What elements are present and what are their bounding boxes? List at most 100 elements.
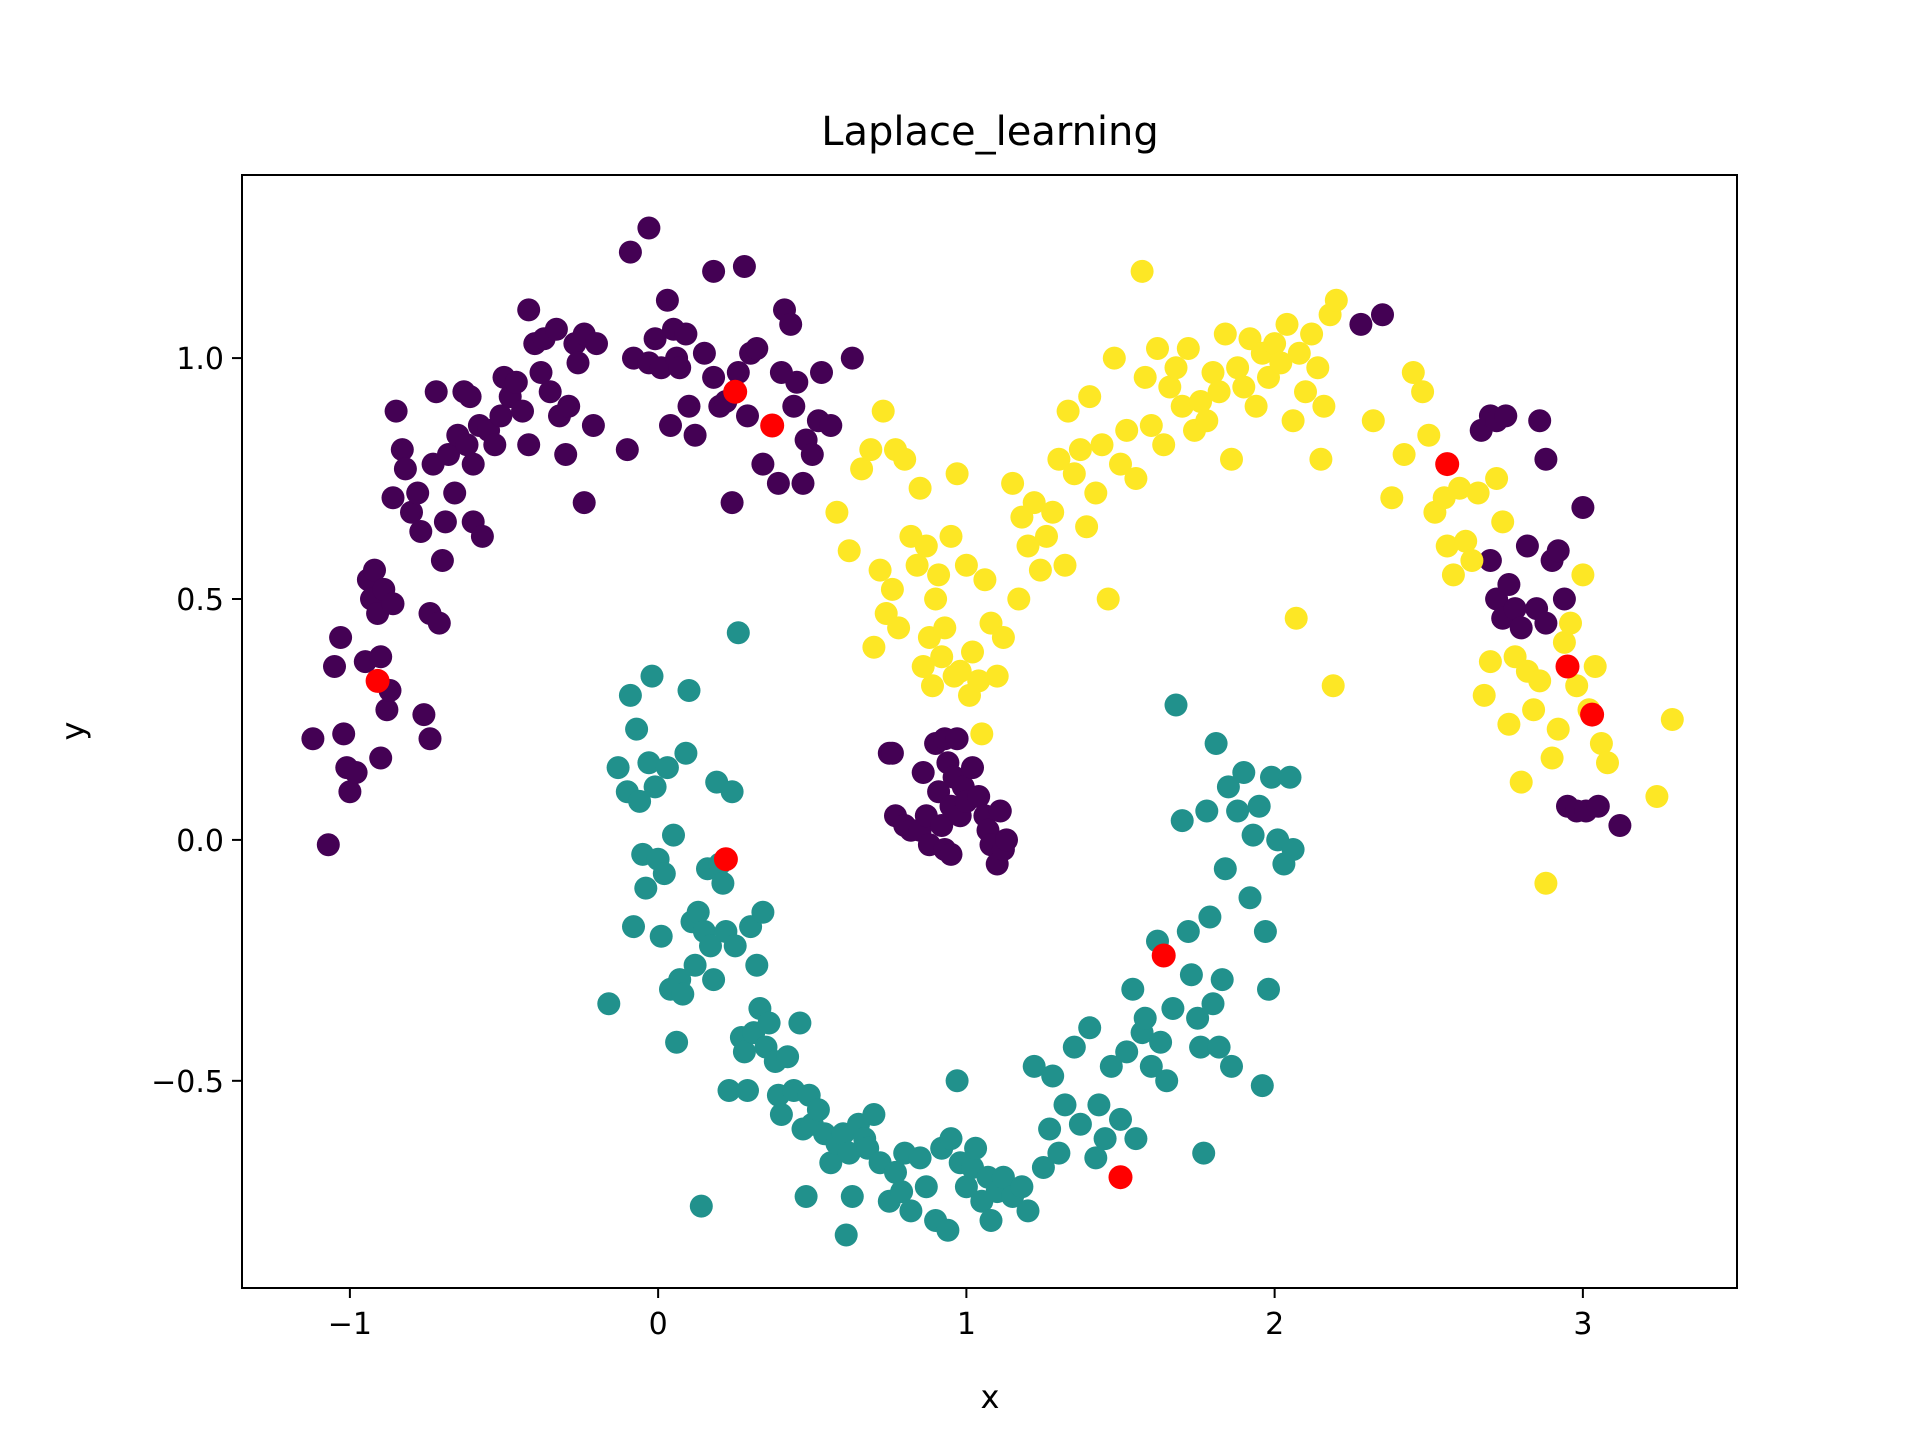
data-point-class-1 xyxy=(1201,992,1225,1016)
data-point-class-1 xyxy=(652,862,676,886)
data-point-class-1 xyxy=(597,992,621,1016)
data-point-class-0 xyxy=(409,520,433,543)
data-point-class-2 xyxy=(1016,534,1040,558)
data-point-class-1 xyxy=(776,1045,800,1069)
data-point-class-2 xyxy=(967,669,991,693)
data-point-class-1 xyxy=(717,1079,741,1102)
data-point-class-2 xyxy=(1392,443,1416,466)
data-point-class-1 xyxy=(665,1030,689,1054)
data-point-class-1 xyxy=(1253,920,1277,943)
data-point-class-0 xyxy=(720,491,744,515)
x-tick-label: 0 xyxy=(649,1307,668,1342)
data-point-class-0 xyxy=(726,361,750,384)
chart-title: Laplace_learning xyxy=(821,109,1159,155)
data-point-class-2 xyxy=(970,722,994,746)
data-point-class-0 xyxy=(702,259,726,283)
data-point-class-2 xyxy=(1096,587,1120,611)
data-point-class-2 xyxy=(1007,587,1031,611)
data-point-class-1 xyxy=(736,1079,759,1102)
data-point-class-2 xyxy=(991,626,1015,649)
data-point-class-2 xyxy=(1220,447,1243,471)
data-point-class-0 xyxy=(1371,303,1394,327)
data-point-class-1 xyxy=(1115,1040,1139,1064)
data-point-class-0 xyxy=(1494,404,1518,428)
data-point-class-1 xyxy=(726,621,750,645)
x-tick-label: 3 xyxy=(1573,1307,1592,1342)
data-point-class-1 xyxy=(1047,1141,1071,1165)
y-axis-ticks: −0.5 0.0 0.5 1.0 xyxy=(151,342,242,1100)
data-point-class-0 xyxy=(791,471,815,495)
data-point-class-2 xyxy=(1571,563,1595,587)
data-point-class-1 xyxy=(1087,1093,1111,1117)
data-point-class-0 xyxy=(1349,312,1373,336)
data-point-class-2 xyxy=(1528,669,1552,693)
data-point-class-0 xyxy=(323,655,346,678)
data-point-class-1 xyxy=(769,1103,793,1126)
data-point-class-2 xyxy=(859,438,883,462)
data-point-class-2 xyxy=(1509,770,1533,794)
data-point-class-1 xyxy=(1084,1146,1108,1170)
data-point-class-1 xyxy=(1189,1035,1213,1059)
data-point-class-1 xyxy=(699,934,722,958)
data-point-class-0 xyxy=(557,394,581,418)
data-point-class-2 xyxy=(1546,717,1570,741)
data-point-class-0 xyxy=(437,443,460,466)
data-point-class-2 xyxy=(1226,356,1250,380)
data-point-class-1 xyxy=(1121,977,1145,1001)
data-point-class-1 xyxy=(954,1175,978,1199)
data-point-class-1 xyxy=(720,780,744,804)
data-point-class-1 xyxy=(711,871,735,895)
data-point-class-0 xyxy=(381,592,405,616)
data-point-class-1 xyxy=(1031,1156,1055,1179)
y-tick-label: −0.5 xyxy=(151,1065,224,1100)
data-point-class-1 xyxy=(1278,765,1302,789)
data-point-class-1 xyxy=(1207,1035,1231,1059)
data-point-class-0 xyxy=(1503,597,1527,621)
plot-frame xyxy=(241,174,1738,1289)
data-point-class-1 xyxy=(628,789,652,813)
data-point-class-1 xyxy=(991,1165,1015,1189)
data-point-class-0 xyxy=(412,703,436,727)
data-point-class-2 xyxy=(1287,341,1311,365)
data-point-class-2 xyxy=(1522,698,1546,722)
data-point-class-1 xyxy=(840,1185,864,1208)
data-point-class-1 xyxy=(637,751,661,775)
data-point-class-0 xyxy=(470,524,494,548)
data-point-class-1 xyxy=(1192,1141,1216,1165)
data-point-class-2 xyxy=(954,553,978,577)
data-point-class-2 xyxy=(1417,423,1441,447)
data-point-class-2 xyxy=(1321,674,1345,698)
data-point-class-0 xyxy=(668,356,692,380)
data-point-class-1 xyxy=(884,1160,907,1184)
data-point-class-1 xyxy=(837,1141,861,1165)
data-point-class-0 xyxy=(458,385,482,409)
data-point-class-2 xyxy=(1565,674,1589,698)
data-point-class-0 xyxy=(406,481,430,505)
data-point-class-0 xyxy=(683,423,707,447)
data-point-class-0 xyxy=(939,842,963,866)
data-point-class-1 xyxy=(1210,968,1234,992)
data-point-class-2 xyxy=(1053,553,1077,577)
labeled-point xyxy=(713,847,738,872)
data-point-class-1 xyxy=(834,1223,858,1247)
data-point-class-2 xyxy=(1380,486,1404,510)
data-point-class-1 xyxy=(634,876,658,900)
data-point-class-2 xyxy=(905,553,929,577)
data-point-class-2 xyxy=(1300,322,1324,346)
x-tick-label: 1 xyxy=(957,1307,976,1342)
data-point-class-1 xyxy=(945,1069,969,1093)
data-point-class-2 xyxy=(837,539,861,563)
data-point-class-0 xyxy=(1546,539,1570,563)
data-point-class-2 xyxy=(1534,871,1558,895)
data-point-class-0 xyxy=(316,833,340,857)
data-point-class-2 xyxy=(1589,732,1613,755)
data-point-class-0 xyxy=(393,457,417,481)
data-point-class-1 xyxy=(640,664,664,688)
data-point-class-0 xyxy=(643,327,667,351)
data-point-class-2 xyxy=(1109,452,1132,476)
x-tick-label: −1 xyxy=(328,1307,372,1342)
data-point-class-2 xyxy=(1281,409,1305,433)
data-point-class-1 xyxy=(1247,794,1271,818)
data-point-class-0 xyxy=(930,814,954,837)
